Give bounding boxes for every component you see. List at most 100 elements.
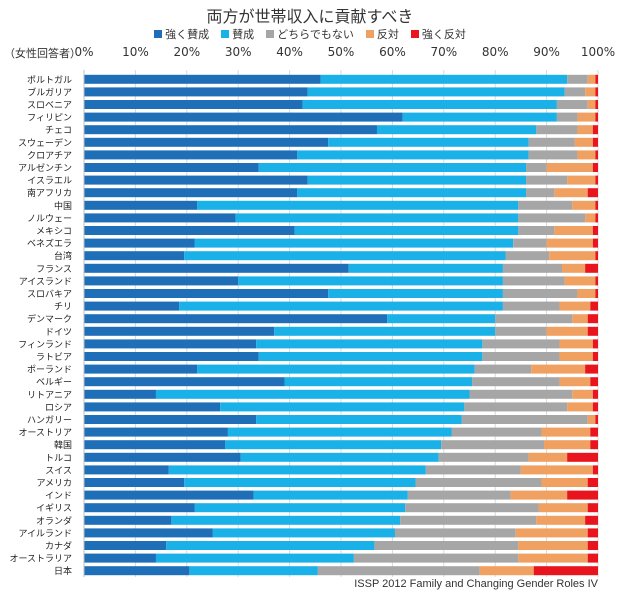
bar-segment [84, 226, 295, 235]
category-label: リトアニア [27, 391, 72, 401]
bar-segment [189, 566, 318, 576]
category-label: ドイツ [45, 328, 72, 338]
bar-segment [84, 263, 349, 273]
bar-segment [155, 553, 354, 563]
bar-segment [595, 276, 598, 286]
bar-segment [505, 251, 550, 261]
bar-segment [502, 289, 578, 298]
legend-label: 強く賛成 [165, 28, 210, 41]
bar-segment [587, 553, 598, 563]
legend-swatch [221, 30, 230, 38]
category-label: 台湾 [54, 250, 72, 262]
bar-segment [538, 503, 588, 513]
x-tick-label: 40% [276, 45, 303, 59]
bar-segment [405, 503, 539, 513]
bar-segment [595, 112, 598, 122]
legend-label: どちらでもない [277, 28, 354, 41]
bar-segment [587, 314, 598, 324]
bar-segment [84, 339, 257, 349]
bar-segment [587, 326, 598, 336]
bar-segment [84, 137, 329, 147]
category-label: チェコ [45, 125, 72, 136]
x-tick-label: 30% [225, 45, 252, 59]
bar-segment [84, 213, 236, 223]
bar-segment [438, 452, 529, 462]
bar-segment [256, 339, 483, 349]
bar-segment [595, 87, 598, 97]
bar-segment [502, 301, 560, 311]
bar-segment [479, 566, 534, 576]
bar-segment [536, 125, 578, 135]
bar-segment [166, 541, 375, 550]
bar-segment [297, 150, 529, 160]
bar-segment [592, 352, 598, 361]
bar-segment [274, 326, 496, 336]
category-label: チリ [54, 302, 72, 313]
bar-segment [595, 289, 598, 298]
bar-segment [590, 427, 598, 437]
bar-segment [387, 314, 496, 324]
x-tick-label: 60% [379, 45, 406, 59]
bar-segment [533, 566, 598, 576]
bar-segment [179, 301, 503, 311]
legend-label: 反対 [376, 28, 399, 41]
bar-segment [518, 213, 586, 223]
bar-segment [317, 566, 480, 576]
bar-segment [84, 503, 195, 513]
category-label: オランダ [36, 515, 72, 527]
bar-segment [587, 541, 598, 550]
bar-segment [400, 515, 537, 525]
bar-segment [541, 427, 591, 437]
bar-segment [544, 440, 591, 450]
bar-segment [84, 163, 259, 172]
bar-segment [513, 238, 547, 248]
bar-segment [577, 112, 596, 122]
bar-segment [592, 137, 598, 147]
bar-segment [474, 364, 532, 374]
category-label: アイスランド [19, 276, 72, 287]
bar-segment [595, 200, 598, 210]
bar-segment [585, 213, 596, 223]
legend-item: 強く反対 [410, 26, 466, 42]
bar-segment [546, 238, 593, 248]
bar-segment [240, 452, 439, 462]
bar-segment [526, 175, 568, 185]
bar-segment [253, 490, 408, 500]
legend-swatch [410, 30, 419, 38]
bar-segment [528, 137, 575, 147]
bar-segment [595, 74, 598, 84]
bar-segment [84, 478, 185, 487]
category-label: ラトビア [36, 352, 72, 363]
bar-segment [472, 377, 560, 387]
bar-segment [562, 263, 586, 273]
category-label: オーストラリア [9, 554, 72, 565]
bar-segment [564, 87, 586, 97]
x-tick-label: 20% [173, 45, 200, 59]
bar-segment [536, 515, 586, 525]
bar-segment [84, 415, 257, 424]
bar-segment [510, 490, 568, 500]
bar-segment [528, 452, 568, 462]
bar-segment [168, 465, 426, 475]
bar-segment [328, 137, 529, 147]
bar-segment [592, 238, 598, 248]
bar-segment [495, 326, 547, 336]
bar-segment [574, 137, 593, 147]
bar-segment [567, 402, 593, 412]
bar-segment [592, 226, 598, 235]
category-label: スロベニア [27, 101, 72, 111]
source-note: ISSP 2012 Family and Changing Gender Rol… [354, 578, 598, 590]
category-label: アルゼンチン [18, 162, 72, 174]
category-label: 韓国 [54, 440, 72, 451]
bar-segment [482, 339, 560, 349]
bar-segment [595, 415, 598, 424]
bar-segment [567, 74, 588, 84]
bar-segment [587, 100, 596, 109]
bar-segment [84, 402, 221, 412]
bar-segment [502, 276, 565, 286]
bar-segment [84, 515, 172, 525]
x-tick-label: 0% [74, 45, 93, 59]
bar-segment [235, 213, 519, 223]
bar-segment [595, 150, 598, 160]
